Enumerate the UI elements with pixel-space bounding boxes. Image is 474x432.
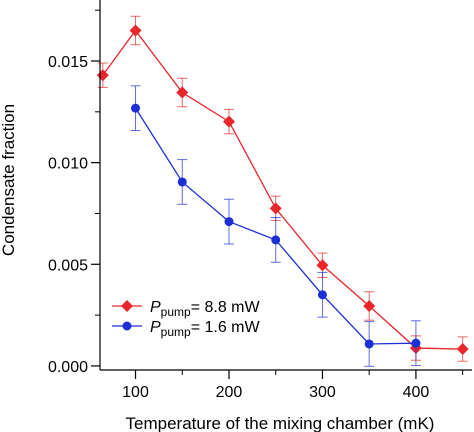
legend-marker	[122, 321, 132, 331]
data-point	[456, 343, 469, 356]
data-point	[316, 259, 329, 272]
data-point	[269, 202, 282, 215]
y-tick-label: 0.000	[48, 359, 88, 376]
x-tick-label: 300	[309, 384, 336, 401]
data-point	[317, 290, 327, 300]
axes: 100 200 300 400 0.000 0.005 0.010 0.015	[48, 0, 472, 401]
data-point	[96, 69, 109, 82]
legend-label: Ppump= 8.8 mW	[150, 299, 261, 319]
y-axis-title: Condensate fraction	[0, 104, 18, 256]
data-point	[224, 217, 234, 227]
data-point	[364, 339, 374, 349]
legend-entry-2: Ppump= 1.6 mW	[112, 319, 261, 339]
plot-area	[96, 15, 469, 367]
data-point	[271, 235, 281, 245]
legend-entry-1: Ppump= 8.8 mW	[112, 299, 261, 319]
data-point	[363, 299, 376, 312]
x-tick-label: 400	[403, 384, 430, 401]
data-point	[129, 24, 142, 37]
x-tick-label: 100	[122, 384, 149, 401]
x-axis-title: Temperature of the mixing chamber (mK)	[126, 414, 435, 432]
legend-marker	[121, 300, 133, 312]
data-point	[222, 115, 235, 128]
y-tick-label: 0.010	[48, 156, 88, 173]
y-tick-label: 0.015	[48, 54, 88, 71]
data-point	[177, 177, 187, 187]
data-point	[176, 86, 189, 99]
data-point	[411, 338, 421, 348]
x-tick-label: 200	[216, 384, 243, 401]
y-tick-label: 0.005	[48, 257, 88, 274]
series-2	[130, 85, 421, 367]
legend-label: Ppump= 1.6 mW	[150, 319, 261, 339]
data-point	[131, 103, 141, 113]
